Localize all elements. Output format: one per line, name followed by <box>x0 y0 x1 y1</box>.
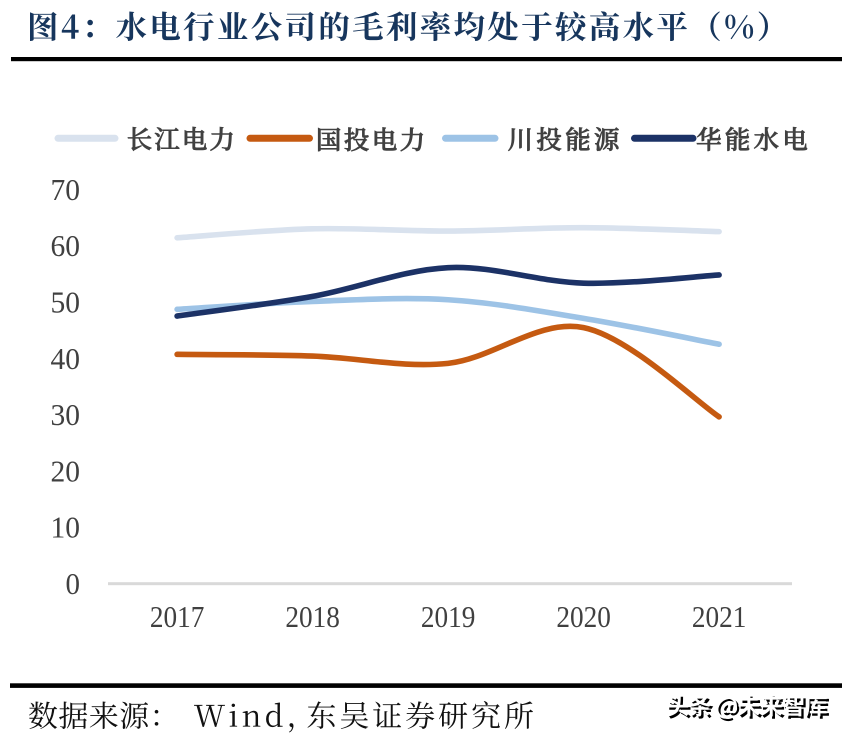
svg-text:2018: 2018 <box>285 599 340 634</box>
svg-text:30: 30 <box>51 397 81 432</box>
svg-text:0: 0 <box>66 566 81 601</box>
svg-text:50: 50 <box>51 285 81 320</box>
svg-text:2020: 2020 <box>556 599 611 634</box>
svg-text:70: 70 <box>51 172 81 207</box>
svg-text:60: 60 <box>51 228 81 263</box>
svg-text:2017: 2017 <box>150 599 205 634</box>
svg-text:2019: 2019 <box>421 599 476 634</box>
svg-text:40: 40 <box>51 341 81 376</box>
svg-text:20: 20 <box>51 453 81 488</box>
svg-text:2021: 2021 <box>692 599 747 634</box>
svg-text:10: 10 <box>51 510 81 545</box>
